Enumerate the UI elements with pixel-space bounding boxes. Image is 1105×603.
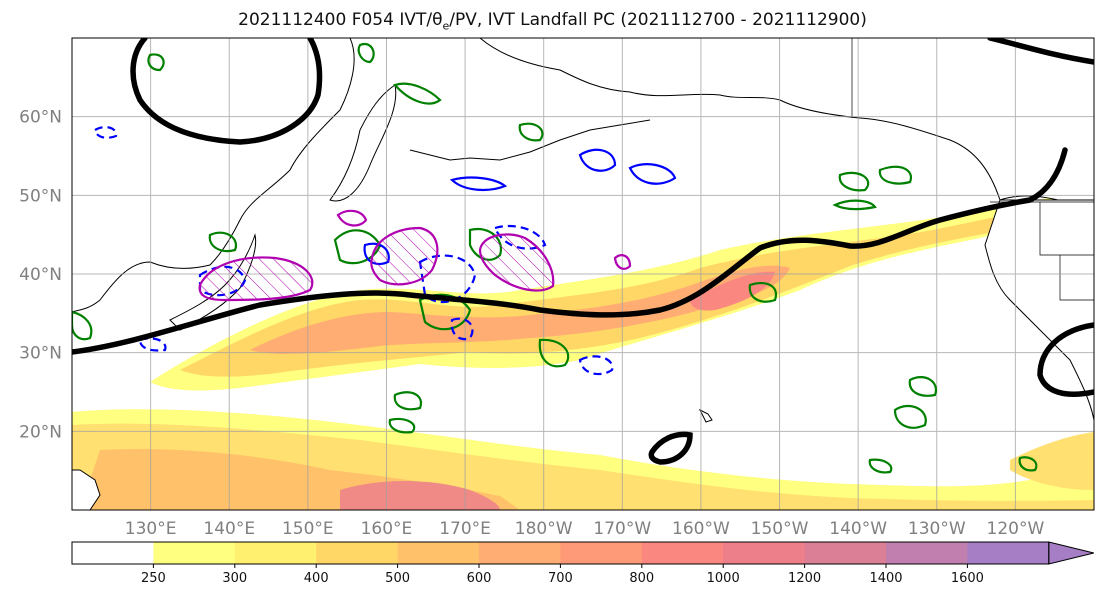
green-contour-20 — [1018, 456, 1038, 472]
green-contour-8 — [832, 199, 877, 211]
pv-north-loop — [130, 38, 323, 145]
hawaii-islands — [698, 408, 713, 423]
lon-tick-label: 120°W — [987, 519, 1045, 539]
map-frame — [71, 37, 1095, 511]
lat-tick-label: 30°N — [19, 344, 62, 364]
pv-arctic-line — [987, 38, 1094, 65]
lat-tick-label: 40°N — [19, 265, 62, 285]
lon-tick-label: 140°E — [203, 519, 255, 539]
colorbar-bin — [397, 542, 480, 564]
blue-solid-3 — [449, 176, 508, 192]
pv-contours — [72, 38, 1094, 465]
blue-solid-2 — [628, 163, 677, 185]
lon-tick-label: 170°W — [593, 519, 651, 539]
green-contour-18 — [518, 122, 544, 142]
aleutian-chain — [409, 119, 651, 161]
green-contour-15 — [147, 53, 165, 72]
blue-dashed-7 — [138, 337, 167, 352]
blue-dashed-6 — [450, 317, 474, 341]
colorbar-bin — [967, 542, 1050, 564]
map-panel — [71, 37, 1095, 511]
pv-main-line — [72, 147, 1068, 355]
philippines-islands — [72, 469, 101, 510]
lon-tick-label: 160°E — [361, 519, 413, 539]
colorbar-bin — [479, 542, 561, 564]
ivt-tropical-800 — [340, 481, 500, 510]
colorbar-extend-arrow — [1048, 541, 1094, 565]
colorbar-bin — [153, 542, 236, 564]
green-contour-19 — [868, 458, 893, 474]
green-contour-12 — [388, 417, 416, 434]
border-states — [1039, 202, 1094, 301]
colorbar-bin — [234, 542, 317, 564]
green-contour-17 — [393, 82, 442, 105]
ivt-river-500 — [250, 265, 790, 354]
green-contour-5 — [748, 282, 778, 303]
colorbar-tick-label: 1400 — [869, 571, 902, 586]
colorbar-bin — [316, 542, 399, 564]
colorbar-tick-label: 400 — [304, 571, 329, 586]
green-contour-6 — [838, 171, 870, 192]
colorbar-tick-label: 1000 — [707, 571, 740, 586]
lat-tick-label: 20°N — [19, 422, 62, 442]
lon-tick-label: 160°W — [672, 519, 730, 539]
ivt-east-tropical — [1010, 432, 1094, 490]
green-contour-4 — [538, 338, 570, 368]
lon-tick-label: 150°W — [751, 519, 809, 539]
blue-dashed-4 — [578, 355, 614, 376]
green-contour-14 — [72, 310, 93, 341]
map-title: 2021112400 F054 IVT/θe/PV, IVT Landfall … — [238, 10, 867, 33]
colorbar-tick-label: 250 — [141, 571, 166, 586]
colorbar-tick-label: 500 — [385, 571, 410, 586]
lon-tick-label: 170°E — [439, 519, 491, 539]
colorbar-tick-label: 1200 — [788, 571, 821, 586]
lon-tick-label: 130°W — [908, 519, 966, 539]
colorbar-bin — [560, 542, 643, 564]
colorbar-bin — [886, 542, 968, 564]
green-contour-9 — [893, 404, 927, 429]
green-contour-2 — [418, 293, 472, 331]
landfall-contour-4 — [336, 209, 368, 227]
green-contour-7 — [878, 165, 913, 185]
alaska-landmass — [479, 38, 1094, 211]
lon-tick-label: 150°E — [282, 519, 334, 539]
green-contour-11 — [393, 391, 423, 411]
colorbar-tick-label: 700 — [548, 571, 573, 586]
theta-e-contours-green — [72, 42, 1038, 474]
colorbar-tick-label: 800 — [629, 571, 654, 586]
colorbar-tick-label: 1600 — [951, 571, 984, 586]
colorbar-bin — [641, 542, 724, 564]
landfall-contour-1 — [198, 256, 314, 302]
colorbar-bin — [723, 542, 806, 564]
green-contour-13 — [208, 231, 238, 253]
pv-tropical-loop — [648, 431, 693, 465]
colorbar-bin — [804, 542, 887, 564]
blue-solid-1 — [578, 148, 617, 172]
lat-tick-label: 50°N — [19, 186, 62, 206]
colorbar: 250 300 400 500 600 700 800 1000 1200 1400 1600 — [71, 541, 1094, 586]
colorbar-tick-label: 600 — [467, 571, 492, 586]
lon-tick-label: 130°E — [125, 519, 177, 539]
landfall-pc-contours — [198, 209, 632, 302]
landfall-contour-5 — [613, 254, 632, 270]
pv-east-loop — [1037, 322, 1094, 397]
longitude-labels: 130°E 140°E 150°E 160°E 170°E 180°W 170°W 160°W… — [125, 519, 1045, 539]
colorbar-bin — [72, 542, 154, 564]
green-contour-10 — [908, 376, 938, 397]
landfall-contour-3 — [478, 233, 555, 292]
green-contour-16 — [357, 42, 375, 64]
lon-tick-label: 180°W — [515, 519, 573, 539]
lat-tick-label: 60°N — [19, 108, 62, 128]
landfall-contour-2 — [370, 226, 439, 286]
latitude-labels: 20°N 30°N 40°N 50°N 60°N — [19, 108, 62, 443]
ivt-river-800 — [690, 271, 775, 311]
lon-tick-label: 140°W — [829, 519, 887, 539]
colorbar-tick-label: 300 — [222, 571, 247, 586]
blue-dashed-5 — [93, 126, 118, 139]
gridlines — [72, 38, 1094, 510]
